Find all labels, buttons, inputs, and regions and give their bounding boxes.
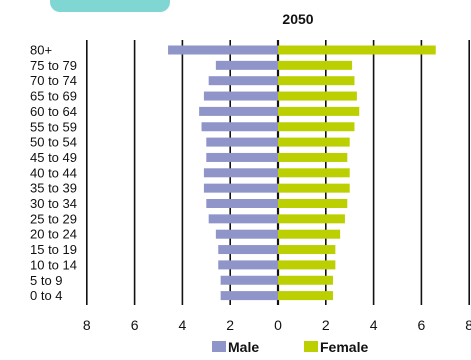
bar-female — [278, 229, 341, 239]
bar-male — [220, 275, 278, 285]
category-label: 10 to 14 — [30, 257, 77, 272]
category-label: 35 to 39 — [30, 181, 77, 196]
bar-female — [278, 199, 348, 208]
x-tick-label: 6 — [131, 317, 139, 333]
category-label: 0 to 4 — [30, 288, 63, 303]
category-label: 15 to 19 — [30, 242, 77, 257]
bar-female — [278, 60, 353, 70]
bar-male — [203, 168, 278, 178]
bar-female — [278, 214, 345, 224]
bar-female — [278, 275, 333, 285]
category-label: 80+ — [30, 43, 52, 58]
x-tick-label: 0 — [274, 317, 282, 333]
bar-female — [278, 137, 350, 147]
bar-female — [278, 45, 436, 55]
category-label: 45 to 49 — [30, 150, 77, 165]
bar-male — [218, 245, 278, 255]
category-label: 25 to 29 — [30, 211, 77, 226]
bar-male — [206, 137, 278, 147]
bar-male — [208, 76, 278, 86]
x-tick-labels: 8 6 4 2 0 2 4 6 8 — [83, 317, 471, 333]
bar-male — [215, 60, 278, 70]
bar-male — [215, 229, 278, 239]
bar-female — [278, 291, 333, 301]
bar-female — [278, 245, 336, 255]
legend-swatch-male — [212, 341, 226, 352]
legend-label-male: Male — [228, 339, 259, 355]
bar-male — [201, 122, 278, 132]
category-label: 60 to 64 — [30, 104, 77, 119]
bar-female — [278, 152, 348, 162]
category-label: 65 to 69 — [30, 89, 77, 104]
legend: Male Female — [212, 339, 368, 355]
bar-female — [278, 260, 336, 270]
header-tab-decoration — [50, 0, 170, 12]
bar-male — [199, 106, 278, 116]
bar-female — [278, 183, 350, 193]
legend-swatch-female — [304, 341, 318, 352]
bar-male — [208, 214, 278, 224]
bar-male — [168, 45, 278, 55]
category-label: 40 to 44 — [30, 165, 77, 180]
category-label: 20 to 24 — [30, 227, 77, 242]
x-tick-label: 4 — [370, 317, 378, 333]
x-tick-label: 6 — [418, 317, 426, 333]
category-label: 75 to 79 — [30, 58, 77, 73]
category-label: 50 to 54 — [30, 135, 77, 150]
x-tick-label: 2 — [322, 317, 330, 333]
chart-title: 2050 — [282, 11, 313, 27]
x-tick-label: 8 — [465, 317, 471, 333]
bar-female — [278, 168, 350, 178]
bar-female — [278, 91, 357, 101]
bar-male — [203, 183, 278, 193]
bar-female — [278, 122, 355, 132]
legend-label-female: Female — [320, 339, 368, 355]
bar-male — [218, 260, 278, 270]
category-label: 70 to 74 — [30, 73, 77, 88]
bar-male — [220, 291, 278, 301]
category-label: 55 to 59 — [30, 119, 77, 134]
bar-male — [206, 152, 278, 162]
bar-female — [278, 76, 355, 86]
category-label: 30 to 34 — [30, 196, 77, 211]
x-tick-label: 4 — [179, 317, 187, 333]
x-tick-label: 8 — [83, 317, 91, 333]
bar-male — [206, 199, 278, 208]
bar-female — [278, 106, 360, 116]
x-tick-label: 2 — [226, 317, 234, 333]
bar-male — [203, 91, 278, 101]
bars — [168, 45, 436, 301]
category-label: 5 to 9 — [30, 273, 63, 288]
